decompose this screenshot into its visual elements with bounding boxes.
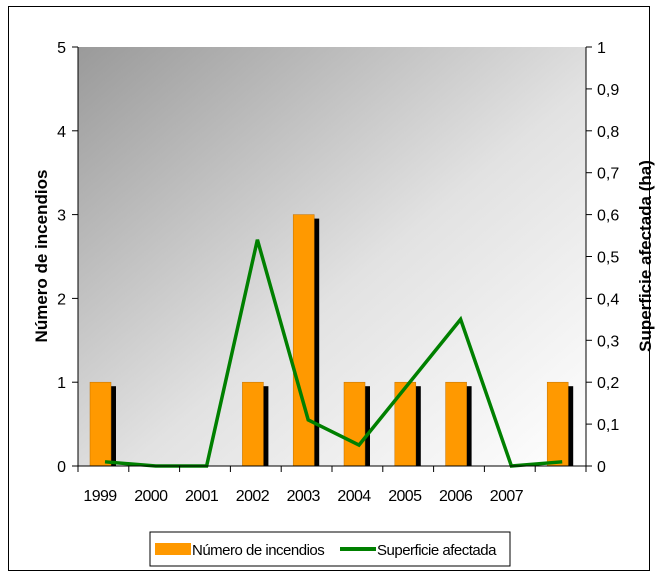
- legend-swatch-bars: [155, 543, 191, 555]
- legend-label-line: Superficie afectada: [377, 542, 497, 559]
- legend-label-bars: Número de incendios: [192, 542, 324, 559]
- y2-tick-label: 0: [597, 459, 606, 476]
- y2-tick-label: 1: [597, 40, 606, 57]
- axes: 0 1 2 3 4 5 0 0,1 0,2 0,3 0,4 0,5 0,6 0,7 0,8 0,9 1 1999 2…: [57, 40, 619, 505]
- x-tick-label: 2004: [337, 488, 371, 505]
- y2-tick-label: 0,2: [597, 375, 619, 392]
- x-tick-label: 2002: [236, 488, 270, 505]
- bar: [292, 214, 315, 467]
- x-tick-label: 2000: [134, 488, 168, 505]
- y2-tick-label: 0,6: [597, 208, 619, 225]
- legend: Número de incendios Superficie afectada: [149, 531, 511, 567]
- x-tick-label: 2001: [185, 488, 219, 505]
- plot-area: [78, 47, 586, 466]
- bar: [445, 381, 467, 467]
- x-tick-label: 2007: [490, 488, 524, 505]
- y-tick-label: 2: [57, 291, 66, 308]
- y2-tick-label: 0,3: [597, 333, 619, 350]
- y-tick-label: 4: [57, 124, 66, 141]
- y-axis-title: Número de incendios: [32, 170, 51, 343]
- legend-box: [149, 531, 511, 567]
- x-tick-label: 2005: [388, 488, 422, 505]
- y2-axis-title: Superficie afectada (ha): [636, 160, 655, 352]
- y-tick-label: 0: [57, 459, 66, 476]
- bar: [89, 381, 112, 467]
- bar: [343, 381, 366, 467]
- bar: [242, 381, 264, 467]
- y-tick-label: 1: [57, 375, 66, 392]
- y2-tick-label: 0,7: [597, 166, 619, 183]
- x-tick-label: 1999: [83, 488, 117, 505]
- bar: [546, 381, 569, 467]
- y2-tick-label: 0,1: [597, 417, 619, 434]
- y2-tick-label: 0,5: [597, 250, 619, 267]
- y2-tick-label: 0,8: [597, 124, 619, 141]
- x-tick-label: 2003: [287, 488, 321, 505]
- y2-tick-label: 0,9: [597, 82, 619, 99]
- y2-tick-label: 0,4: [597, 291, 619, 308]
- y-tick-label: 3: [57, 208, 66, 225]
- y-tick-label: 5: [57, 40, 66, 57]
- x-tick-label: 2006: [439, 488, 473, 505]
